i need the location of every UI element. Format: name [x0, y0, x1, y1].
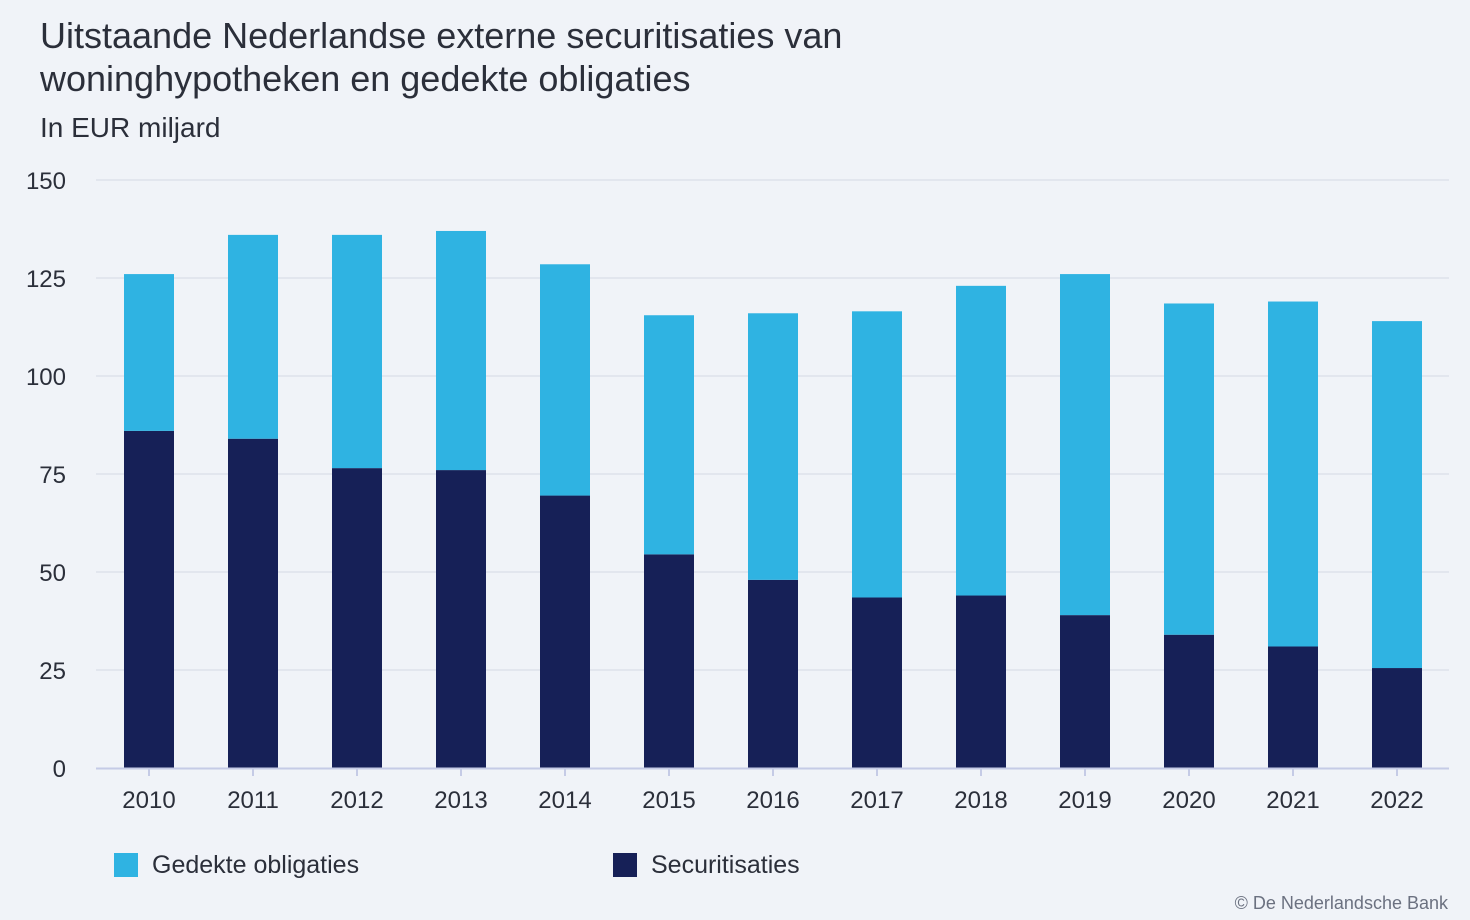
bar-gedekte-obligaties-2016 [748, 313, 798, 580]
x-tick-label-2022: 2022 [1370, 787, 1423, 814]
bar-securitisaties-2016 [748, 579, 798, 768]
legend-item-gedekte-obligaties[interactable]: Gedekte obligaties [114, 846, 359, 884]
legend-label-securitisaties: Securitisaties [651, 850, 800, 879]
x-tick-label-2014: 2014 [538, 787, 591, 814]
bar-securitisaties-2022 [1372, 668, 1422, 768]
x-tick-label-2015: 2015 [642, 787, 695, 814]
y-tick-label-25: 25 [39, 658, 66, 685]
credit-text: © De Nederlandsche Bank [1234, 893, 1448, 913]
bar-securitisaties-2010 [124, 430, 174, 768]
bar-securitisaties-2018 [956, 595, 1006, 768]
bar-gedekte-obligaties-2012 [332, 234, 382, 469]
chart-subtitle: In EUR miljard [40, 112, 221, 143]
x-tick-label-2019: 2019 [1058, 787, 1111, 814]
bar-securitisaties-2017 [852, 597, 902, 768]
x-tick-label-2017: 2017 [850, 787, 903, 814]
x-tick-label-2020: 2020 [1162, 787, 1215, 814]
y-tick-label-100: 100 [26, 364, 66, 391]
bar-gedekte-obligaties-2020 [1164, 303, 1214, 635]
x-tick-label-2011: 2011 [227, 787, 279, 814]
bar-securitisaties-2013 [436, 470, 486, 768]
legend-label-gedekte-obligaties: Gedekte obligaties [152, 850, 360, 879]
legend-swatch-securitisaties [613, 853, 637, 877]
y-tick-label-50: 50 [39, 560, 66, 587]
bar-securitisaties-2012 [332, 468, 382, 768]
bar-gedekte-obligaties-2021 [1268, 301, 1318, 647]
bar-gedekte-obligaties-2013 [436, 230, 486, 471]
y-tick-label-150: 150 [26, 168, 66, 195]
legend-item-securitisaties[interactable]: Securitisaties [613, 846, 800, 884]
x-tick-label-2010: 2010 [122, 787, 175, 814]
chart-title: Uitstaande Nederlandse externe securitis… [40, 15, 843, 99]
x-tick-label-2013: 2013 [434, 787, 487, 814]
bar-securitisaties-2014 [540, 495, 590, 768]
y-tick-label-0: 0 [53, 756, 66, 783]
chart-legend: Gedekte obligaties Securitisaties [0, 846, 1470, 886]
bar-gedekte-obligaties-2015 [644, 315, 694, 555]
bar-securitisaties-2020 [1164, 634, 1214, 768]
bar-gedekte-obligaties-2018 [956, 285, 1006, 596]
x-tick-label-2012: 2012 [330, 787, 383, 814]
y-tick-label-75: 75 [39, 462, 66, 489]
bar-securitisaties-2015 [644, 554, 694, 768]
bar-securitisaties-2021 [1268, 646, 1318, 768]
x-tick-label-2016: 2016 [746, 787, 799, 814]
x-tick-label-2018: 2018 [954, 787, 1007, 814]
y-tick-label-125: 125 [26, 266, 66, 293]
legend-swatch-gedekte-obligaties [114, 853, 138, 877]
bar-gedekte-obligaties-2017 [852, 311, 902, 598]
bar-gedekte-obligaties-2014 [540, 264, 590, 496]
bar-gedekte-obligaties-2010 [124, 274, 174, 431]
x-tick-label-2021: 2021 [1266, 787, 1319, 814]
bar-securitisaties-2011 [228, 438, 278, 768]
bar-gedekte-obligaties-2022 [1372, 321, 1422, 669]
bar-gedekte-obligaties-2011 [228, 234, 278, 439]
bar-gedekte-obligaties-2019 [1060, 274, 1110, 616]
bar-securitisaties-2019 [1060, 615, 1110, 768]
